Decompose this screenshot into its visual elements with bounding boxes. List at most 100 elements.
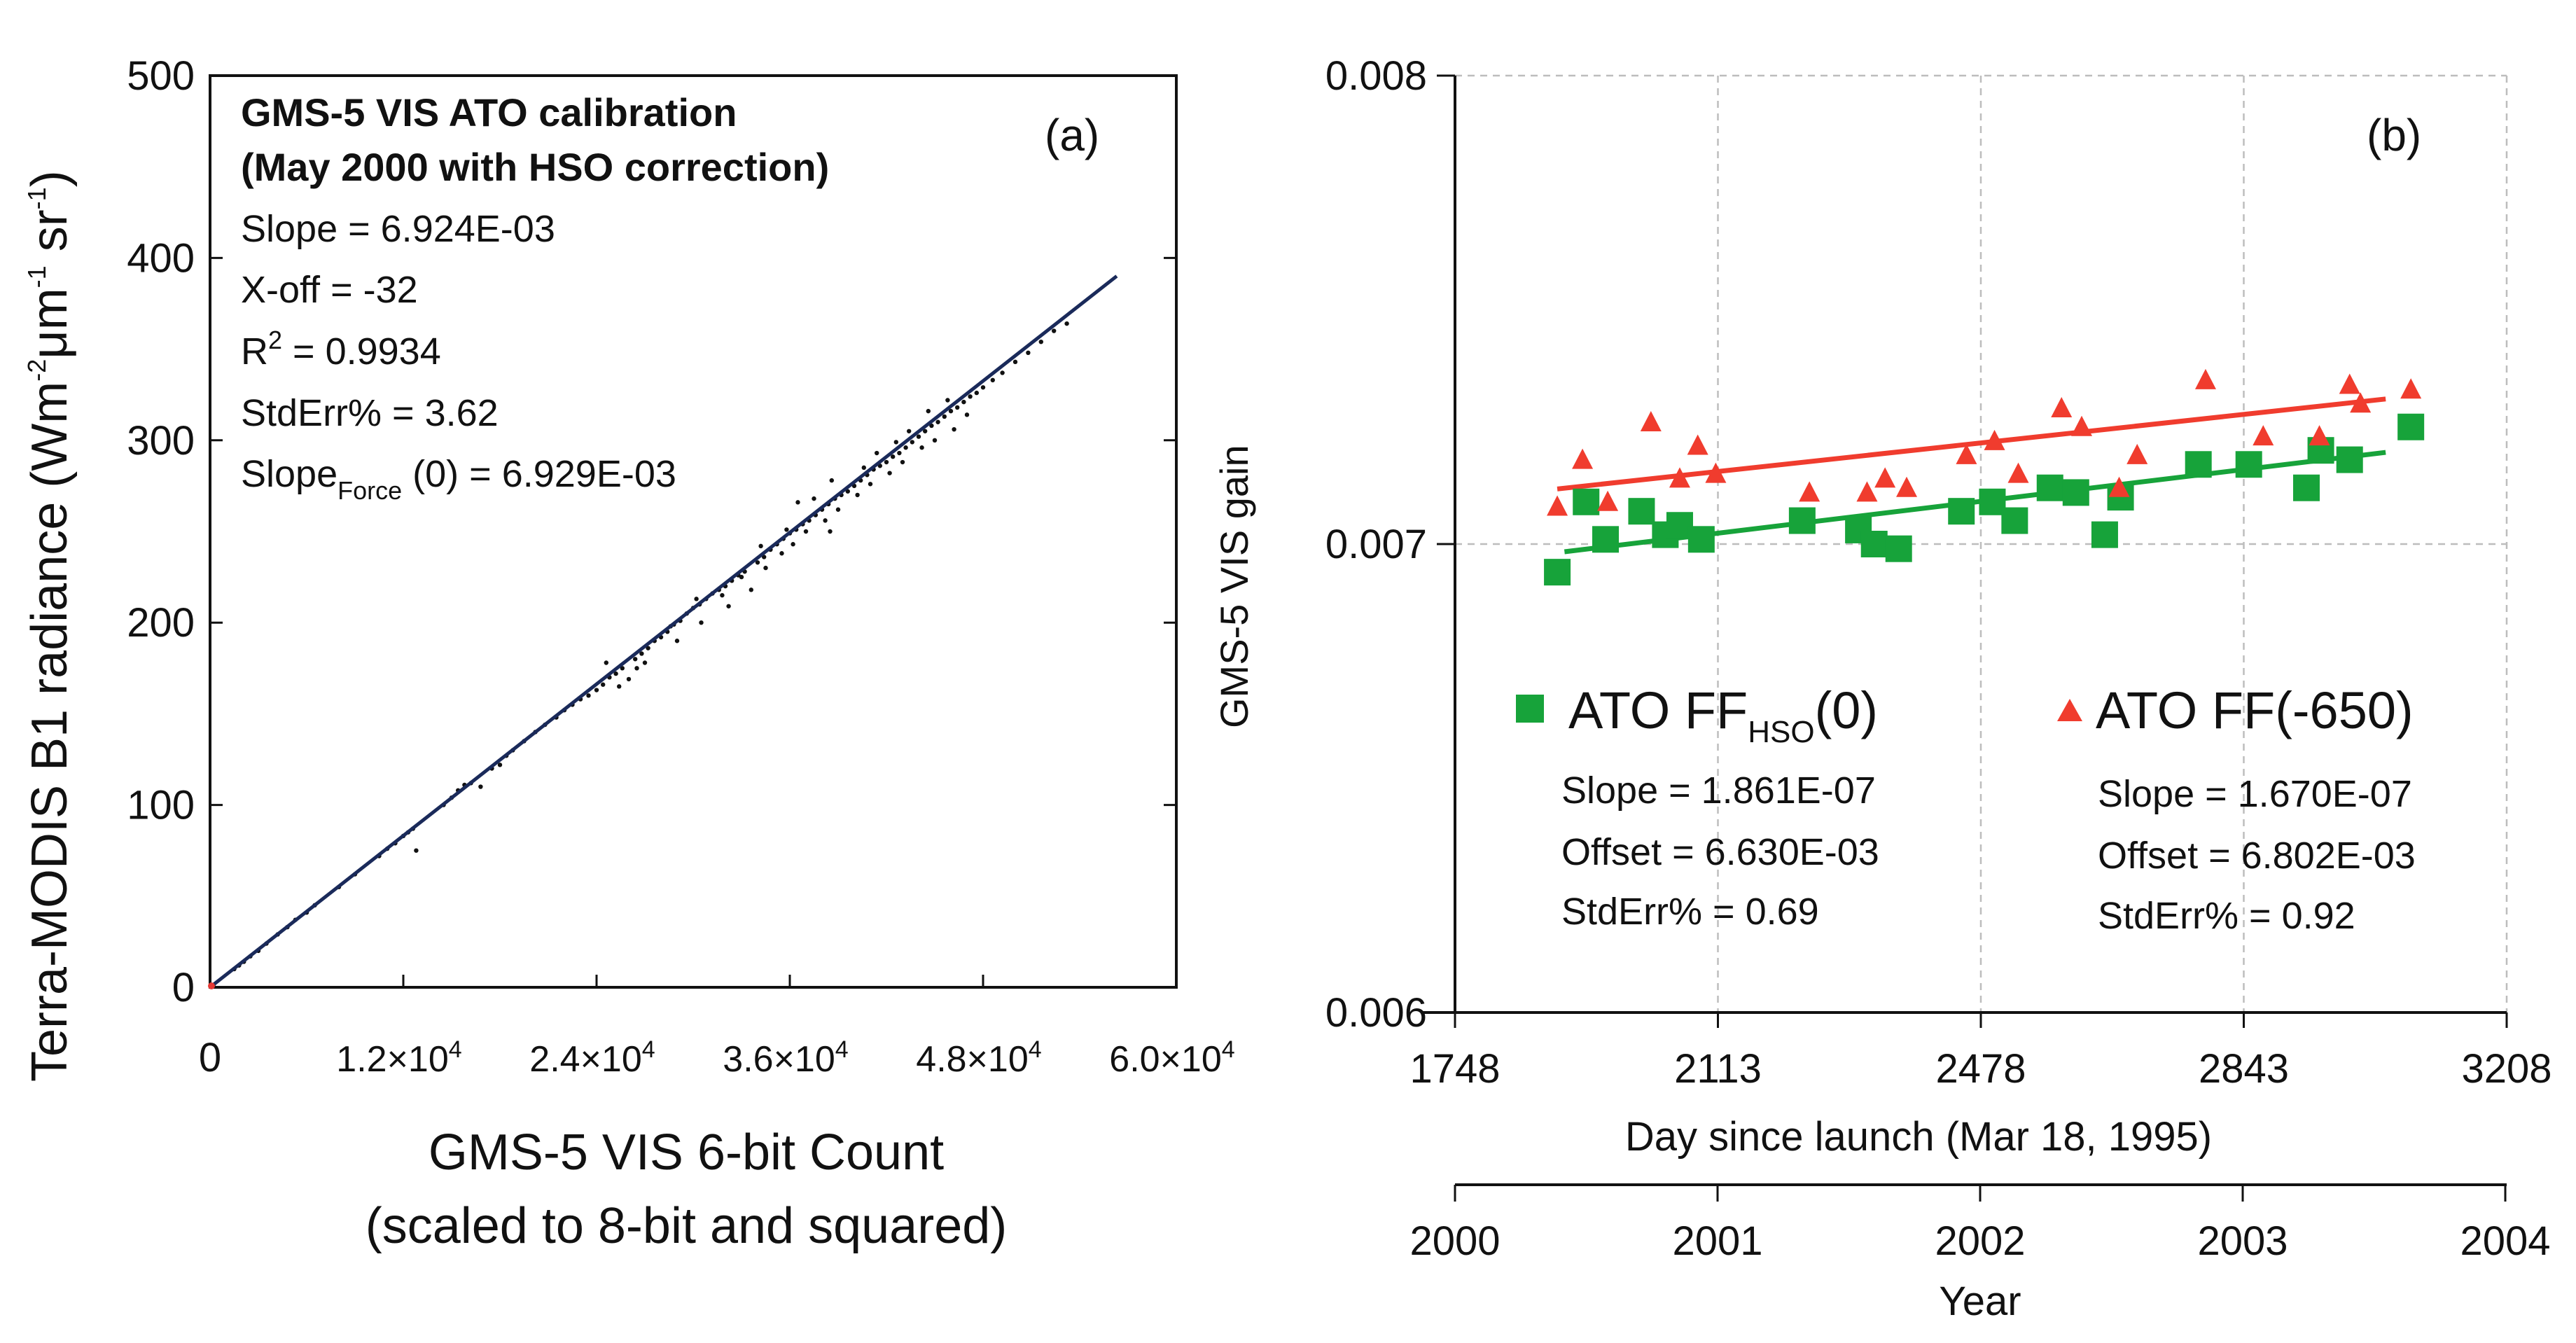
chart-a-point (633, 657, 638, 662)
chart-b-point-triangle (2108, 476, 2130, 497)
chart-b-point-square (1592, 526, 1620, 553)
chart-a-annotation-slope: Slope = 6.924E-03 (241, 208, 555, 250)
chart-a-point (968, 394, 973, 399)
chart-b-year-tick-label: 2002 (1935, 1218, 2025, 1264)
chart-a-point (868, 482, 873, 487)
chart-b-point-square (2185, 451, 2212, 478)
chart-b-point-square (2001, 507, 2028, 534)
chart-a-point (594, 688, 599, 693)
chart-a-point (478, 784, 483, 789)
chart-a-point (674, 639, 680, 643)
chart-b-point-triangle (2194, 368, 2216, 389)
chart-a-point (755, 560, 760, 565)
chart-a-point (414, 848, 419, 853)
chart-b-point-triangle (1705, 462, 1727, 483)
chart-a-point (617, 684, 622, 689)
chart-a: 0 100 200 300 400 500 0 1.2×104 2.4×104 3.6×104 4… (22, 53, 1235, 1254)
chart-b-x-tick-label: 3208 (2461, 1046, 2551, 1092)
chart-a-point (791, 542, 795, 547)
chart-a-point (893, 440, 899, 445)
chart-b-point-triangle (1984, 429, 2005, 450)
chart-a-point (903, 445, 908, 450)
chart-a-point (845, 489, 851, 494)
chart-a-annotation-r2: R2 = 0.9934 (241, 326, 441, 373)
chart-a-y-tick-label: 0 (172, 965, 195, 1010)
chart-a-point (1038, 339, 1044, 345)
chart-a-point (929, 423, 934, 429)
chart-a-x-tick-label: 3.6×104 (723, 1036, 848, 1080)
chart-a-point (639, 651, 644, 656)
chart-b-point-triangle (2126, 443, 2148, 464)
chart-a-point (694, 597, 699, 601)
chart-b-point-square (1544, 559, 1571, 586)
chart-a-point (1064, 321, 1069, 326)
chart-b-year-tick-label: 2000 (1409, 1218, 1500, 1264)
chart-a-plot-frame (209, 74, 1178, 989)
chart-a-x-ticks: 0 1.2×104 2.4×104 3.6×104 4.8×104 6.0×104 (199, 975, 1235, 1080)
chart-b-y-tick-label: 0.008 (1325, 53, 1427, 99)
chart-a-x-tick-label: 2.4×104 (529, 1036, 655, 1080)
chart-a-point (955, 405, 960, 410)
chart-b-grid (1455, 74, 2508, 1013)
chart-a-point (762, 555, 767, 559)
chart-b-panel-label: (b) (2367, 110, 2421, 160)
chart-b-point-square (2293, 474, 2320, 501)
chart-b-point-square (2036, 474, 2063, 501)
chart-a-point (835, 507, 841, 512)
chart-b-point-triangle (1799, 481, 1820, 502)
chart-b-year-tick-label: 2001 (1672, 1218, 1762, 1264)
chart-a-x-axis-label-2: (scaled to 8-bit and squared) (365, 1198, 1008, 1254)
chart-b-point-square (1573, 488, 1600, 515)
chart-a-point (935, 419, 940, 424)
chart-b-point-square (1628, 498, 1655, 525)
chart-b: 0.006 0.007 0.008 1748 2113 2478 2843 3208 (b)… (1212, 53, 2552, 1324)
chart-b-x-tick-label: 2843 (2199, 1046, 2289, 1092)
chart-a-point (739, 574, 744, 580)
chart-b-x-ticks: 1748 2113 2478 2843 3208 (1409, 1013, 2552, 1092)
chart-a-point (887, 471, 892, 475)
chart-a-point (828, 529, 833, 534)
chart-a-y-tick-label: 500 (127, 53, 195, 99)
chart-b-point-triangle (2339, 373, 2360, 394)
chart-b-point-square (1860, 531, 1888, 557)
chart-b-legend: ATO FFHSO(0) Slope = 1.861E-07 Offset = … (1516, 681, 2416, 937)
chart-a-point (990, 377, 996, 383)
legend-marker-triangle (2057, 699, 2082, 721)
chart-b-x-axis-label: Day since launch (Mar 18, 1995) (1625, 1114, 2212, 1160)
chart-a-point (891, 454, 896, 459)
chart-a-point (829, 478, 835, 483)
chart-a-point (699, 620, 704, 625)
chart-b-year-ticks: 2000 2001 2002 2003 2004 (1409, 1185, 2551, 1264)
chart-a-point (749, 587, 754, 592)
chart-b-point-square (2062, 479, 2089, 506)
chart-b-point-triangle (1597, 490, 1619, 511)
chart-b-point-square (1948, 498, 1975, 525)
chart-a-point (919, 445, 924, 450)
chart-a-x-tick-label: 1.2×104 (336, 1036, 461, 1080)
chart-b-point-triangle (2350, 392, 2372, 413)
chart-b-point-triangle (1547, 495, 1568, 516)
chart-a-point (604, 660, 608, 665)
chart-a-point (601, 682, 606, 687)
chart-a-point (945, 398, 950, 403)
chart-b-points (1544, 368, 2425, 586)
chart-b-point-triangle (1669, 467, 1690, 488)
chart-a-point (884, 459, 889, 465)
chart-a-point (803, 529, 809, 534)
chart-a-point (626, 676, 632, 682)
chart-b-point-triangle (1874, 467, 1896, 488)
chart-a-point (784, 527, 789, 532)
chart-a-point (897, 450, 902, 456)
chart-b-point-triangle (1856, 481, 1878, 502)
chart-a-point (726, 604, 731, 608)
chart-a-point (875, 450, 879, 456)
chart-b-point-square (1979, 488, 2006, 515)
legend-label-hso: ATO FFHSO(0) (1568, 681, 1878, 749)
chart-b-point-square (1885, 535, 1912, 562)
chart-b-y-tick-label: 0.006 (1325, 990, 1427, 1036)
chart-a-annotation-xoff: X-off = -32 (241, 269, 418, 311)
chart-b-point-triangle (1896, 476, 1918, 497)
chart-b-y-ticks: 0.006 0.007 0.008 (1325, 53, 1455, 1036)
legend-marker-square (1516, 695, 1544, 723)
